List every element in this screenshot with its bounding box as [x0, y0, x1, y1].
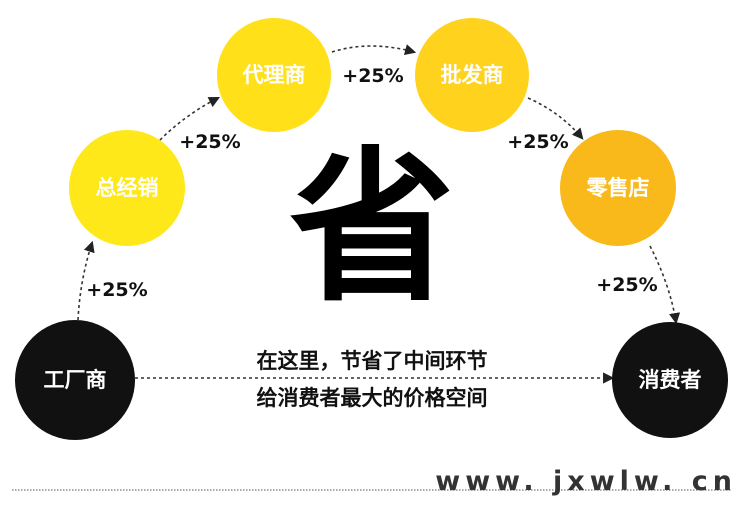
- factory-label: 工厂商: [44, 368, 107, 392]
- website-url: www. jxwlw. cn: [435, 466, 737, 497]
- markup-label: +25%: [86, 279, 147, 301]
- markup-label: +25%: [596, 274, 657, 296]
- caption-line-1: 在这里，节省了中间环节: [257, 349, 488, 373]
- factory-circle: [15, 320, 135, 440]
- arrow-factory-to-distributor: [77, 240, 95, 321]
- retailer-circle: [560, 130, 676, 246]
- distributor-label: 总经销: [96, 176, 159, 200]
- wholesaler-label: 批发商: [441, 63, 504, 87]
- agent-circle: [217, 18, 331, 132]
- arrow-distributor-to-agent: [159, 96, 220, 141]
- arrow-wholesaler-to-retailer: [527, 97, 584, 140]
- caption-line-2: 给消费者最大的价格空间: [257, 386, 488, 410]
- markup-label: +25%: [342, 65, 403, 87]
- consumer-label: 消费者: [639, 368, 702, 392]
- distributor-circle: [69, 130, 185, 246]
- node-agent: 代理商: [217, 18, 331, 132]
- retailer-label: 零售店: [586, 176, 650, 200]
- node-factory: 工厂商: [15, 320, 135, 440]
- node-distributor: 总经销: [69, 130, 185, 246]
- markup-label: +25%: [507, 131, 568, 153]
- node-retailer: 零售店: [560, 130, 676, 246]
- wholesaler-circle: [415, 18, 529, 132]
- node-wholesaler: 批发商: [415, 18, 529, 132]
- arrow-agent-to-wholesaler: [331, 44, 417, 56]
- center-character: 省: [290, 132, 455, 324]
- markup-label: +25%: [179, 131, 240, 153]
- arrow-retailer-to-consumer: [649, 245, 681, 325]
- node-consumer: 消费者: [612, 322, 728, 438]
- agent-label: 代理商: [242, 63, 306, 87]
- consumer-circle: [612, 322, 728, 438]
